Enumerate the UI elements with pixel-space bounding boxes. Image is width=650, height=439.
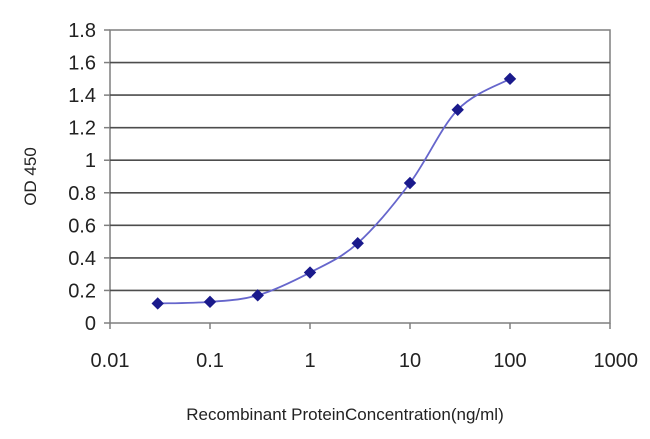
data-point-marker [251,289,264,302]
x-tick-label: 10 [399,350,421,372]
y-tick-label: 1.6 [68,53,96,75]
x-axis-title: Recombinant ProteinConcentration(ng/ml) [186,405,504,424]
data-point-marker [203,295,217,309]
y-tick-label: 1 [85,150,96,172]
gridlines [110,61,610,292]
plot-area [109,29,611,324]
data-point-marker [451,103,464,116]
y-tick-label: 1.4 [68,85,96,107]
y-tick-label: 0 [85,313,96,335]
y-axis-ticks: 0 0.2 0.4 0.6 0.8 1 1.2 1.4 1.6 1.8 [68,20,110,335]
data-point-marker [503,72,517,86]
series-line [157,78,511,305]
data-point-marker [403,176,417,190]
data-point-marker [151,297,164,310]
y-axis-title: OD 450 [21,147,40,206]
x-tick-label: 0.01 [91,350,130,372]
y-tick-label: 1.2 [68,118,96,140]
x-tick-label: 100 [493,350,526,372]
x-tick-label: 1 [304,350,315,372]
data-point-marker [351,237,364,250]
y-tick-label: 1.8 [68,20,96,42]
data-point-marker [303,266,317,279]
x-axis-ticks: 0.01 0.1 1 10 100 1000 [91,323,638,372]
series-layer [151,72,517,310]
x-tick-label: 0.1 [196,350,224,372]
y-tick-label: 0.8 [68,183,96,205]
y-tick-label: 0.4 [68,248,96,270]
x-tick-label: 1000 [594,350,639,372]
y-tick-label: 0.6 [68,215,96,237]
y-tick-label: 0.2 [68,280,96,302]
